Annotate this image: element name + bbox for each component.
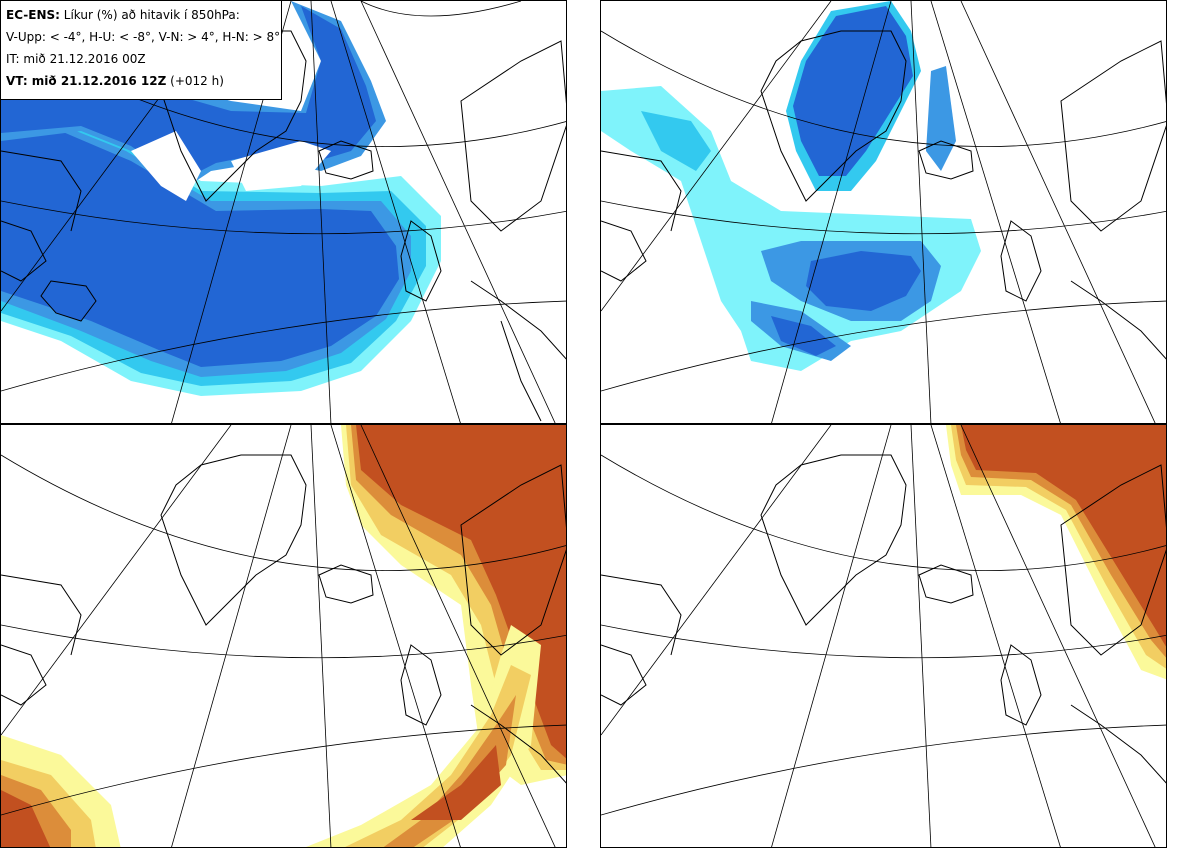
coastlines — [1, 454, 566, 784]
map-v-n — [1, 425, 566, 847]
vt-label: VT: mið 21.12.2016 12Z — [6, 74, 167, 88]
graticule — [1, 425, 566, 847]
info-title: EC-ENS: Líkur (%) að hitavik í 850hPa: — [6, 4, 276, 26]
vt-lead: (+012 h) — [170, 74, 224, 88]
info-box: EC-ENS: Líkur (%) að hitavik í 850hPa: V… — [1, 1, 282, 100]
info-legend: V-Upp: < -4°, H-U: < -8°, V-N: > 4°, H-N… — [6, 30, 281, 44]
title-text: Líkur (%) að hitavik í 850hPa: — [63, 8, 240, 22]
probability-field — [946, 425, 1166, 680]
info-vt: VT: mið 21.12.2016 12Z (+012 h) — [6, 70, 276, 92]
info-it: IT: mið 21.12.2016 00Z — [6, 52, 146, 66]
coastlines — [601, 454, 1166, 784]
map-panel-v-n: 100 95 65 35 5 — [0, 424, 567, 848]
map-panel-v-upp: EC-ENS: Líkur (%) að hitavik í 850hPa: V… — [0, 0, 567, 424]
model-label: EC-ENS: — [6, 8, 60, 22]
map-h-n — [601, 425, 1166, 847]
coastlines — [601, 30, 1166, 360]
map-panel-h-n: 100 95 65 35 5 — [600, 424, 1167, 848]
map-h-u — [601, 1, 1166, 423]
probability-field — [601, 1, 981, 371]
map-panel-h-u: 100 95 65 35 5 — [600, 0, 1167, 424]
coastlines — [1, 30, 566, 422]
